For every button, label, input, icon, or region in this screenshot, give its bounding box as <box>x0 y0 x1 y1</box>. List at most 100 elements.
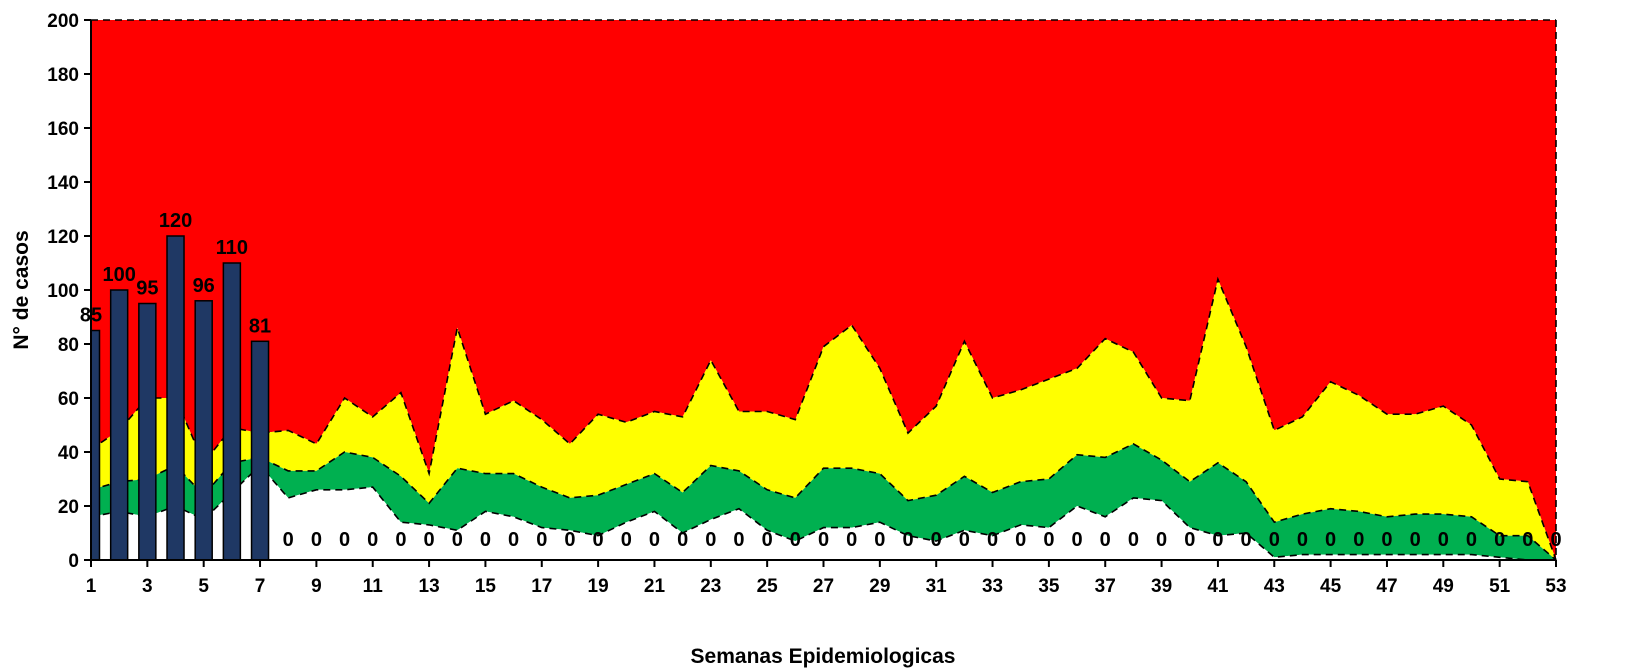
epidemic-zone-area <box>91 20 1556 560</box>
x-tick-label: 33 <box>982 576 1003 597</box>
zero-value-label: 0 <box>1353 529 1364 551</box>
zero-value-label: 0 <box>1325 529 1336 551</box>
x-tick-label: 47 <box>1376 576 1397 597</box>
zero-value-label: 0 <box>1015 529 1026 551</box>
case-bar <box>138 302 157 561</box>
alert-zone-area <box>91 279 1556 560</box>
bar-value-label: 110 <box>216 237 248 259</box>
x-tick-label: 43 <box>1264 576 1285 597</box>
y-tick-label: 20 <box>58 497 79 518</box>
case-bar <box>109 289 129 561</box>
lower-band-line <box>90 464 1556 561</box>
zero-value-label: 0 <box>1212 529 1223 551</box>
zero-value-label: 0 <box>1128 529 1139 551</box>
case-bar <box>222 262 242 561</box>
case-bar <box>90 329 101 561</box>
endemic-bands <box>91 20 1556 560</box>
zero-value-label: 0 <box>1269 529 1280 551</box>
x-tick-label: 23 <box>700 576 721 597</box>
zero-value-label: 0 <box>1522 529 1533 551</box>
x-tick-label: 31 <box>926 576 948 597</box>
zero-value-label: 0 <box>621 529 632 551</box>
y-tick-label: 0 <box>68 551 79 572</box>
zero-value-label: 0 <box>874 529 885 551</box>
x-axis-ticks: 1 3 5 7 9 11 13 15 17 19 21 23 25 27 29 31 33 35 37 39 41 43 4… <box>86 560 1567 597</box>
x-tick-label: 27 <box>813 576 834 597</box>
zero-value-label: 0 <box>649 529 660 551</box>
zero-value-label: 0 <box>790 529 801 551</box>
case-bar <box>194 300 213 561</box>
x-tick-label: 5 <box>198 576 209 597</box>
success-zone-area <box>91 465 1556 560</box>
zero-value-label: 0 <box>1156 529 1167 551</box>
y-tick-label: 160 <box>47 119 79 140</box>
y-tick-label: 140 <box>47 173 79 194</box>
zero-value-label: 0 <box>1297 529 1308 551</box>
zero-value-label: 0 <box>339 529 350 551</box>
zero-value-label: 0 <box>564 529 575 551</box>
zero-value-label: 0 <box>283 529 294 551</box>
y-axis-ticks: 0 20 40 60 80 100 120 140 160 180 200 <box>47 11 91 572</box>
x-tick-label: 39 <box>1151 576 1172 597</box>
x-tick-label: 1 <box>86 576 97 597</box>
zero-value-label: 0 <box>705 529 716 551</box>
x-tick-label: 35 <box>1038 576 1060 597</box>
zero-value-label: 0 <box>424 529 435 551</box>
zero-value-label: 0 <box>311 529 322 551</box>
zero-value-label: 0 <box>395 529 406 551</box>
x-tick-label: 19 <box>588 576 609 597</box>
x-tick-label: 25 <box>757 576 779 597</box>
zero-value-label: 0 <box>1071 529 1082 551</box>
y-tick-label: 180 <box>47 65 79 86</box>
zero-value-label: 0 <box>536 529 547 551</box>
x-tick-label: 9 <box>311 576 322 597</box>
y-axis-title: N° de casos <box>10 230 33 349</box>
zero-value-label: 0 <box>1043 529 1054 551</box>
band-boundary-lines <box>90 19 1557 561</box>
x-tick-label: 41 <box>1207 576 1229 597</box>
zero-value-label: 0 <box>1381 529 1392 551</box>
case-bar <box>166 235 185 561</box>
safety-zone-area <box>91 443 1556 560</box>
y-tick-label: 200 <box>47 11 79 32</box>
x-tick-label: 17 <box>531 576 552 597</box>
x-tick-label: 13 <box>419 576 440 597</box>
zero-value-label: 0 <box>931 529 942 551</box>
x-tick-label: 37 <box>1095 576 1116 597</box>
x-tick-label: 21 <box>644 576 666 597</box>
middle-band-line <box>90 442 1557 561</box>
x-tick-label: 49 <box>1433 576 1454 597</box>
zero-value-label: 0 <box>846 529 857 551</box>
zero-value-label: 0 <box>1466 529 1477 551</box>
zero-value-label: 0 <box>987 529 998 551</box>
zero-value-label: 0 <box>452 529 463 551</box>
zero-value-label: 0 <box>902 529 913 551</box>
zero-value-label: 0 <box>677 529 688 551</box>
zero-value-label: 0 <box>480 529 491 551</box>
x-tick-label: 3 <box>142 576 153 597</box>
bar-value-label: 95 <box>136 278 158 300</box>
y-tick-label: 80 <box>58 335 79 356</box>
zero-value-label: 0 <box>1550 529 1561 551</box>
bar-value-label: 96 <box>193 275 215 297</box>
x-tick-label: 11 <box>363 576 384 597</box>
zero-value-label: 0 <box>1438 529 1449 551</box>
zero-value-label: 0 <box>959 529 970 551</box>
zero-value-label: 0 <box>1241 529 1252 551</box>
zero-value-label: 0 <box>367 529 378 551</box>
zero-value-label: 0 <box>1410 529 1421 551</box>
zero-value-label: 0 <box>1494 529 1505 551</box>
y-tick-label: 60 <box>58 389 79 410</box>
bar-value-label: 100 <box>102 264 135 286</box>
x-tick-label: 45 <box>1320 576 1342 597</box>
y-tick-label: 120 <box>47 227 79 248</box>
zero-value-label: 0 <box>1100 529 1111 551</box>
x-tick-label: 29 <box>869 576 890 597</box>
bar-value-label: 120 <box>159 210 192 232</box>
zero-value-label: 0 <box>762 529 773 551</box>
x-tick-label: 51 <box>1489 576 1511 597</box>
y-tick-label: 100 <box>47 281 79 302</box>
